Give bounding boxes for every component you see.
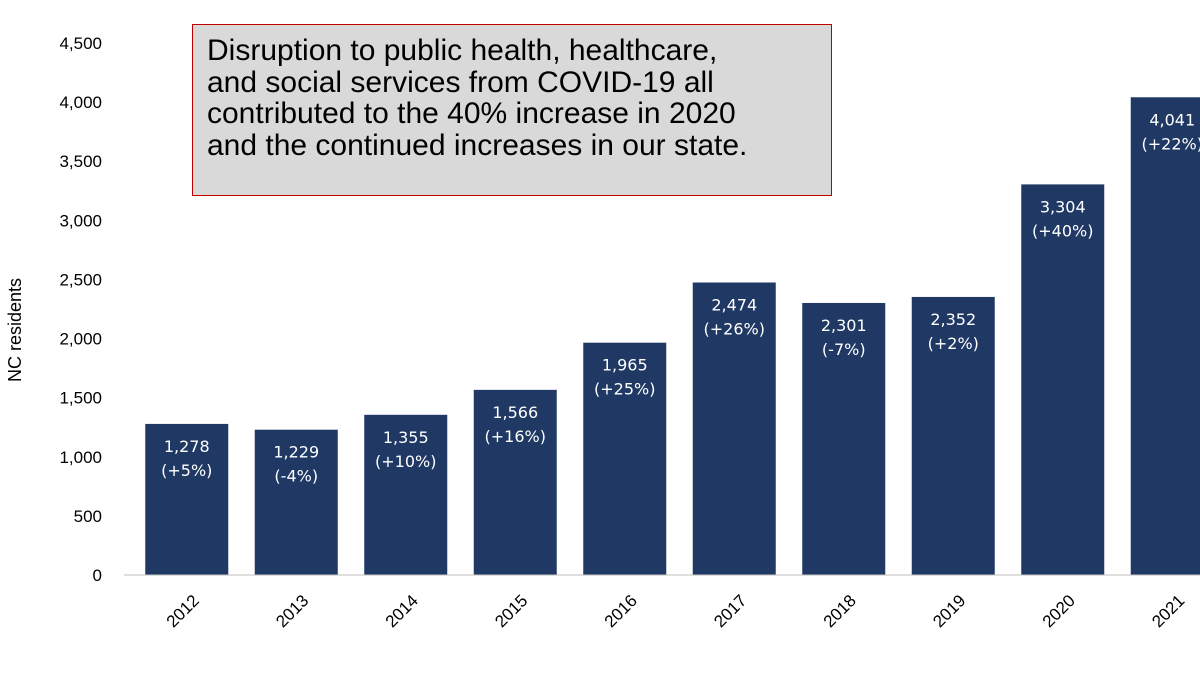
data-label: 2,352 (930, 310, 976, 329)
y-tick-label: 1,500 (59, 389, 102, 408)
data-label: 1,229 (273, 443, 319, 462)
data-label: (+16%) (485, 427, 546, 446)
y-tick-label: 4,500 (59, 34, 102, 53)
bar (1021, 184, 1105, 575)
data-label: 1,355 (383, 428, 429, 447)
y-tick-label: 2,000 (59, 330, 102, 349)
y-tick-label: 4,000 (59, 93, 102, 112)
y-tick-label: 500 (74, 507, 102, 526)
callout-line: and social services from COVID-19 all (207, 65, 714, 99)
data-label: 1,566 (492, 403, 538, 422)
y-axis: 0 500 1,000 1,500 2,000 2,500 3,000 3,500 4,000 4… (59, 34, 102, 585)
data-label: 1,965 (602, 356, 648, 375)
x-tick-label: 2018 (820, 591, 860, 631)
y-tick-label: 3,500 (59, 152, 102, 171)
data-label: 2,301 (821, 316, 867, 335)
data-label: (+40%) (1032, 221, 1093, 240)
bar (911, 296, 995, 575)
data-label: 1,278 (164, 437, 210, 456)
data-label: (+25%) (594, 380, 655, 399)
annotation-callout: Disruption to public health, healthcare,… (192, 24, 832, 196)
y-tick-label: 3,000 (59, 211, 102, 230)
x-tick-label: 2019 (929, 591, 969, 631)
data-label: (+26%) (704, 320, 765, 339)
y-axis-label: NC residents (5, 278, 25, 382)
bar (692, 282, 776, 575)
data-label: (+5%) (161, 461, 212, 480)
x-tick-label: 2012 (163, 591, 203, 631)
data-label: (-7%) (822, 340, 866, 359)
x-tick-label: 2015 (491, 591, 531, 631)
x-tick-label: 2020 (1039, 591, 1079, 631)
data-label: (+2%) (928, 334, 979, 353)
x-tick-label: 2021 (1148, 591, 1188, 631)
y-tick-label: 1,000 (59, 448, 102, 467)
bar (583, 342, 667, 575)
data-label: (+22%) (1142, 134, 1200, 153)
data-label: 2,474 (711, 296, 757, 315)
callout-line: Disruption to public health, healthcare, (207, 34, 718, 67)
bar (473, 389, 557, 575)
bar (145, 423, 229, 575)
bar-series: 1,278 (+5%) 1,229 (-4%) 1,355 (+10%) 1,566 (+16… (145, 97, 1200, 575)
data-label: (+10%) (375, 452, 436, 471)
x-tick-label: 2013 (272, 591, 312, 631)
callout-line: contributed to the 40% increase in 2020 (207, 97, 736, 130)
callout-line: and the continued increases in our state… (207, 128, 748, 162)
bar (364, 414, 448, 575)
y-tick-label: 2,500 (59, 270, 102, 289)
bar (1130, 97, 1200, 575)
x-axis: 2012 2013 2014 2015 2016 2017 2018 2019 2020 2021 (163, 591, 1189, 631)
x-tick-label: 2017 (710, 591, 750, 631)
data-label: 3,304 (1040, 197, 1086, 216)
y-tick-label: 0 (93, 566, 102, 585)
data-label: (-4%) (274, 467, 318, 486)
x-tick-label: 2014 (382, 591, 422, 631)
bar (802, 302, 886, 575)
bar (254, 429, 338, 575)
x-tick-label: 2016 (601, 591, 641, 631)
data-label: 4,041 (1149, 110, 1195, 129)
